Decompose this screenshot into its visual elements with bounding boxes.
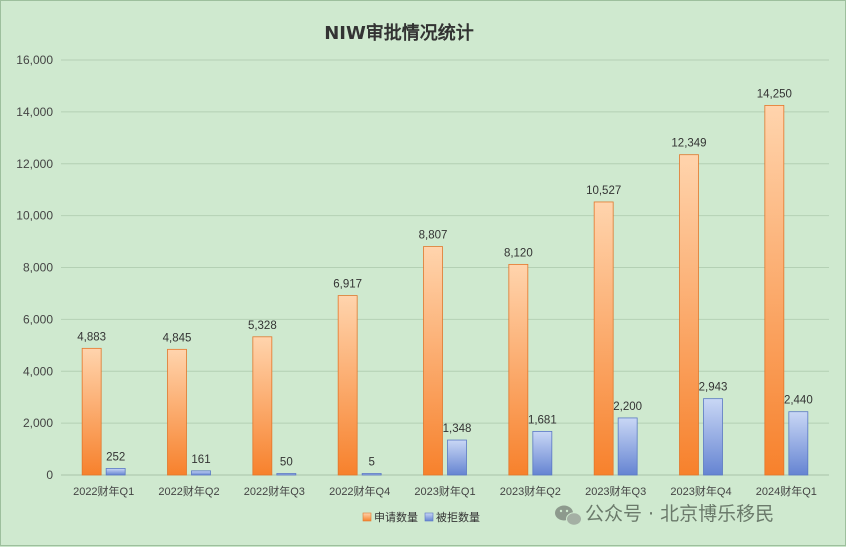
bar-applications [337,295,358,476]
bar-denials [617,417,638,476]
bar-denials [191,470,211,476]
bar-applications [508,263,529,476]
bar-applications [593,201,614,476]
data-label-applications: 8,807 [419,230,448,242]
data-label-denials: 1,348 [443,423,472,435]
data-label-applications: 14,250 [757,88,792,100]
data-label-applications: 4,883 [77,331,106,343]
data-label-denials: 1,681 [528,414,557,426]
y-tick-label: 6,000 [23,312,53,326]
data-label-denials: 2,200 [613,401,642,413]
wechat-icon [555,505,582,526]
data-label-denials: 2,943 [699,382,728,394]
data-label-denials: 50 [280,457,293,469]
bar-denials [788,411,809,476]
data-label-denials: 161 [191,454,210,466]
bar-denials [532,430,553,476]
x-tick-label: 2023财年Q1 [414,484,475,498]
x-tick-label: 2023财年Q4 [670,484,731,498]
bar-applications [252,336,273,476]
watermark: 公众号 · 北京博乐移民 [555,503,774,526]
x-tick-label: 2022财年Q3 [244,484,305,498]
x-tick-label: 2022财年Q2 [158,484,219,498]
chart-title: NIW审批情况统计 [324,22,474,44]
bar-applications [167,348,187,476]
y-tick-label: 8,000 [23,261,53,275]
x-tick-label: 2023财年Q3 [585,484,646,498]
data-label-denials: 5 [368,457,374,469]
bar-applications [81,347,102,476]
data-label-denials: 2,440 [784,395,813,407]
data-label-denials: 252 [106,451,125,463]
bar-applications [423,246,443,476]
data-label-applications: 12,349 [671,138,706,150]
x-tick-label: 2023财年Q2 [500,484,561,498]
bar-denials [105,468,126,476]
bar-denials [447,439,467,476]
legend-swatch-denials [424,512,434,522]
bar-denials [276,473,297,476]
legend-swatch-applications [362,512,372,522]
data-label-applications: 10,527 [586,185,621,197]
y-tick-label: 10,000 [16,209,53,223]
data-label-applications: 6,917 [333,279,362,291]
y-tick-label: 12,000 [16,157,53,171]
data-label-applications: 8,120 [504,247,533,259]
bar-applications [764,104,785,476]
bar-applications [679,154,699,476]
watermark-text: 公众号 · 北京博乐移民 [585,503,774,525]
legend: 申请数量 被拒数量 [362,511,480,524]
y-tick-label: 0 [46,468,53,482]
legend-label-denials: 被拒数量 [436,511,480,524]
y-tick-label: 16,000 [16,53,53,67]
y-tick-label: 14,000 [16,105,53,119]
x-tick-label: 2022财年Q1 [73,484,134,498]
legend-label-applications: 申请数量 [374,511,418,524]
x-tick-label: 2024财年Q1 [756,484,817,498]
x-tick-label: 2022财年Q4 [329,484,390,498]
y-tick-label: 2,000 [23,416,53,430]
bar-denials [703,398,723,476]
bar-denials [361,473,382,476]
data-label-applications: 4,845 [163,332,192,344]
y-tick-label: 4,000 [23,364,53,378]
data-label-applications: 5,328 [248,320,277,332]
